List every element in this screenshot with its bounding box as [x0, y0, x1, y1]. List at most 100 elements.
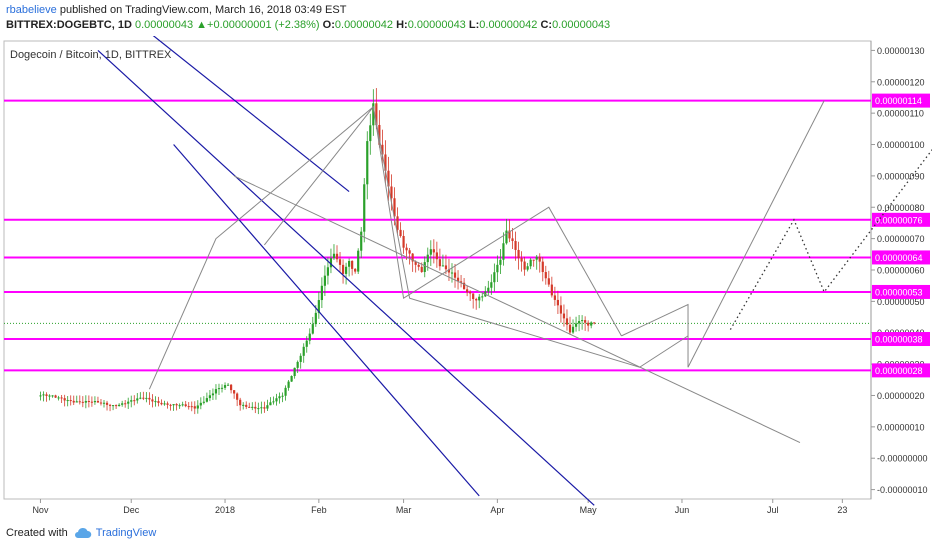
candle-body	[535, 256, 538, 260]
candle-body	[239, 399, 242, 406]
plot-frame	[3, 40, 872, 500]
candle-body	[502, 243, 505, 260]
candle-body	[305, 340, 308, 347]
high-value: 0.00000043	[407, 19, 466, 31]
candle-body	[87, 401, 90, 403]
candle-body	[414, 261, 417, 265]
candle-body	[405, 247, 408, 251]
candle-body	[344, 266, 348, 274]
candle-body	[348, 260, 351, 267]
level-tag-label: 0.00000114	[875, 96, 922, 106]
candle-body	[81, 401, 84, 403]
candle-body	[105, 402, 109, 405]
candle-body	[341, 264, 345, 274]
candle-body	[565, 318, 569, 325]
candle-body	[115, 405, 118, 407]
candle-body	[538, 256, 541, 262]
candle-body	[251, 406, 254, 408]
candle-body	[51, 395, 54, 397]
candle-body	[99, 402, 103, 404]
pattern-line	[233, 175, 801, 443]
y-tick-label: 0.00000060	[877, 266, 925, 276]
candle-body	[287, 381, 290, 388]
candle-body	[78, 401, 81, 403]
candle-body	[499, 259, 502, 265]
candle-body	[308, 333, 311, 341]
symbol-info: BITTREX:DOGEBTC, 1D 0.00000043 ▲+0.00000…	[6, 19, 610, 31]
candle-body	[435, 252, 438, 260]
candle-body	[411, 253, 414, 262]
candle-body	[293, 367, 296, 377]
price-chart[interactable]: Dogecoin / Bitcoin, 1D, BITTREX 0.0000013…	[0, 36, 932, 520]
candle-body	[121, 403, 124, 405]
candle-body	[396, 216, 399, 230]
candle-body	[184, 404, 187, 407]
pattern-line	[148, 105, 622, 390]
candle-body	[54, 395, 57, 398]
candle-body	[145, 397, 148, 399]
x-tick-label: Mar	[396, 505, 412, 515]
tradingview-brand[interactable]: TradingView	[95, 527, 157, 539]
candle-body	[590, 322, 593, 326]
candle-body	[323, 275, 326, 286]
candle-body	[202, 401, 205, 403]
candle-body	[329, 258, 333, 268]
author-link[interactable]: rbabelieve	[6, 4, 57, 16]
level-tag-label: 0.00000053	[875, 287, 923, 297]
candle-body	[372, 103, 375, 126]
candle-body	[84, 401, 87, 403]
x-tick-label: Jun	[675, 505, 690, 515]
y-tick-label: 0.00000070	[877, 234, 925, 244]
candle-body	[181, 404, 184, 406]
candle-body	[69, 400, 72, 402]
candle-body	[269, 402, 272, 406]
candle-body	[196, 405, 199, 409]
last-price: 0.00000043	[134, 19, 194, 31]
candle-body	[151, 399, 154, 402]
candle-body	[311, 324, 314, 334]
x-tick-label: Dec	[123, 505, 140, 515]
candle-body	[574, 323, 578, 327]
candle-body	[263, 407, 266, 409]
candle-body	[299, 355, 302, 362]
level-tag-label: 0.00000028	[875, 366, 923, 376]
footer: Created with TradingView	[6, 527, 156, 539]
candle-body	[381, 144, 384, 155]
candle-body	[505, 230, 508, 244]
candle-body	[393, 198, 396, 217]
level-tag-label: 0.00000076	[875, 215, 923, 225]
open-value: 0.00000042	[334, 19, 394, 31]
candle-body	[360, 231, 363, 251]
candle-body	[93, 401, 97, 403]
y-tick-label: 0.00000090	[877, 171, 925, 181]
change-arrow-icon: ▲	[196, 19, 208, 31]
candle-body	[493, 272, 496, 283]
candle-body	[136, 398, 139, 401]
candle-body	[320, 285, 323, 301]
candle-body	[472, 293, 475, 300]
candle-body	[172, 404, 175, 406]
candle-body	[187, 406, 190, 408]
candle-body	[148, 397, 151, 400]
pattern-line	[621, 303, 689, 368]
y-tick-label: 0.00000050	[877, 297, 925, 307]
candle-body	[290, 376, 293, 382]
channel-line	[152, 36, 350, 193]
candle-body	[520, 258, 523, 262]
cloud-logo-icon	[74, 527, 92, 538]
candle-body	[233, 390, 236, 394]
candle-body	[426, 254, 429, 263]
candle-body	[459, 281, 463, 283]
candle-body	[63, 398, 66, 401]
candle-body	[544, 272, 547, 279]
candle-body	[45, 394, 48, 396]
candle-body	[133, 400, 136, 402]
candle-body	[357, 250, 360, 272]
candle-body	[139, 397, 142, 399]
candle-body	[226, 384, 230, 386]
x-tick-label: Feb	[311, 505, 327, 515]
level-tag	[872, 363, 930, 378]
candle-body	[462, 282, 466, 290]
published-text: published on TradingView.com, March 16, …	[59, 4, 347, 16]
